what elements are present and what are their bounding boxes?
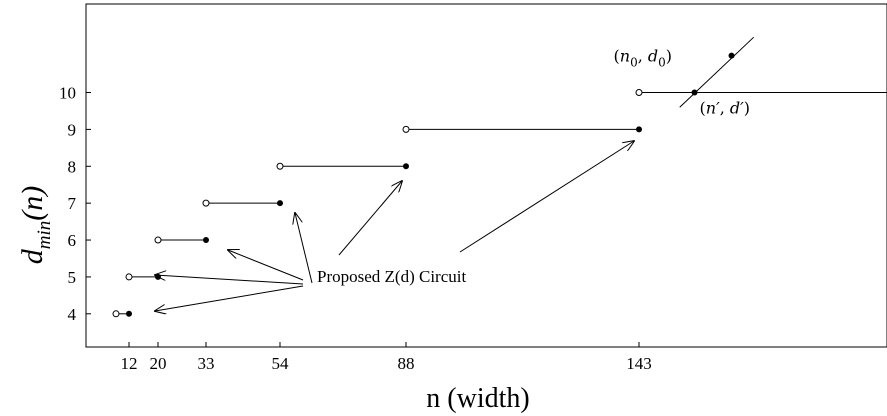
annotation-arrow [338, 181, 402, 256]
diagonal-line [679, 36, 755, 108]
x-tick-label: 12 [121, 354, 138, 373]
y-axis-title: dmin(n) [16, 186, 55, 264]
labelled-point-label-part: , [638, 47, 648, 66]
annotation-arrow [459, 141, 634, 253]
y-tick-label: 7 [68, 194, 77, 213]
y-tick-label: 4 [68, 305, 77, 324]
labelled-point-label-part: ) [744, 99, 750, 118]
y-tick-label: 8 [68, 157, 77, 176]
annotation-arrows [155, 141, 634, 311]
labelled-point-label-part: 0 [630, 56, 638, 70]
x-tick-label: 33 [198, 354, 215, 373]
y-axis-title-arg: (n) [16, 186, 49, 221]
y-axis-title-main: d [16, 248, 49, 264]
x-tick-label: 20 [150, 354, 167, 373]
labelled-point-label-part: ( [614, 47, 620, 66]
annotation-arrow [295, 213, 313, 284]
x-axis-ticks: 12 20 33 54 88 143 [121, 342, 652, 373]
closed-point [277, 200, 283, 207]
labelled-point [728, 52, 735, 59]
annotation-arrow [155, 275, 304, 285]
labelled-point-label-part: n [620, 47, 630, 66]
closed-point [203, 237, 209, 244]
labelled-point-label-part: ) [666, 47, 672, 66]
labelled-point-label-part: n′ [706, 99, 720, 118]
y-axis-title-sub: min [34, 221, 55, 250]
y-tick-label: 10 [59, 84, 76, 103]
y-axis-ticks: 4 5 6 7 8 9 10 [59, 84, 91, 324]
labelled-point-label-part: 0 [658, 56, 666, 70]
annotation-arrow [155, 285, 304, 311]
closed-point [403, 163, 409, 170]
labelled-point-label-part: , [720, 99, 730, 118]
open-point [154, 236, 162, 244]
y-tick-label: 5 [68, 268, 77, 287]
open-point [402, 125, 410, 133]
labelled-point-label: (n′, d′) [700, 99, 750, 118]
open-point [276, 162, 284, 170]
y-tick-label: 9 [68, 120, 77, 139]
labelled-point-label-part: d′ [730, 99, 744, 118]
labelled-point [691, 89, 698, 96]
x-axis-title: n (width) [426, 383, 529, 414]
annotation-label: Proposed Z(d) Circuit [317, 267, 466, 286]
closed-point [126, 310, 132, 317]
open-point [125, 273, 133, 281]
plot-frame [85, 3, 887, 348]
closed-point [636, 126, 642, 133]
extra-points: (n0, d0)(n′, d′) [614, 36, 755, 118]
step-series [112, 89, 887, 318]
x-tick-label: 143 [626, 354, 652, 373]
labelled-point-label-part: d [648, 47, 658, 66]
open-point [112, 310, 120, 318]
open-point [202, 199, 210, 207]
x-tick-label: 88 [398, 354, 415, 373]
open-point [635, 89, 643, 97]
labelled-point-label-part: ( [700, 99, 706, 118]
annotation-arrow [228, 250, 304, 281]
y-tick-label: 6 [68, 231, 77, 250]
labelled-point-label: (n0, d0) [614, 47, 673, 70]
svg-text:dmin(n): dmin(n) [16, 186, 55, 264]
x-tick-label: 54 [272, 354, 290, 373]
